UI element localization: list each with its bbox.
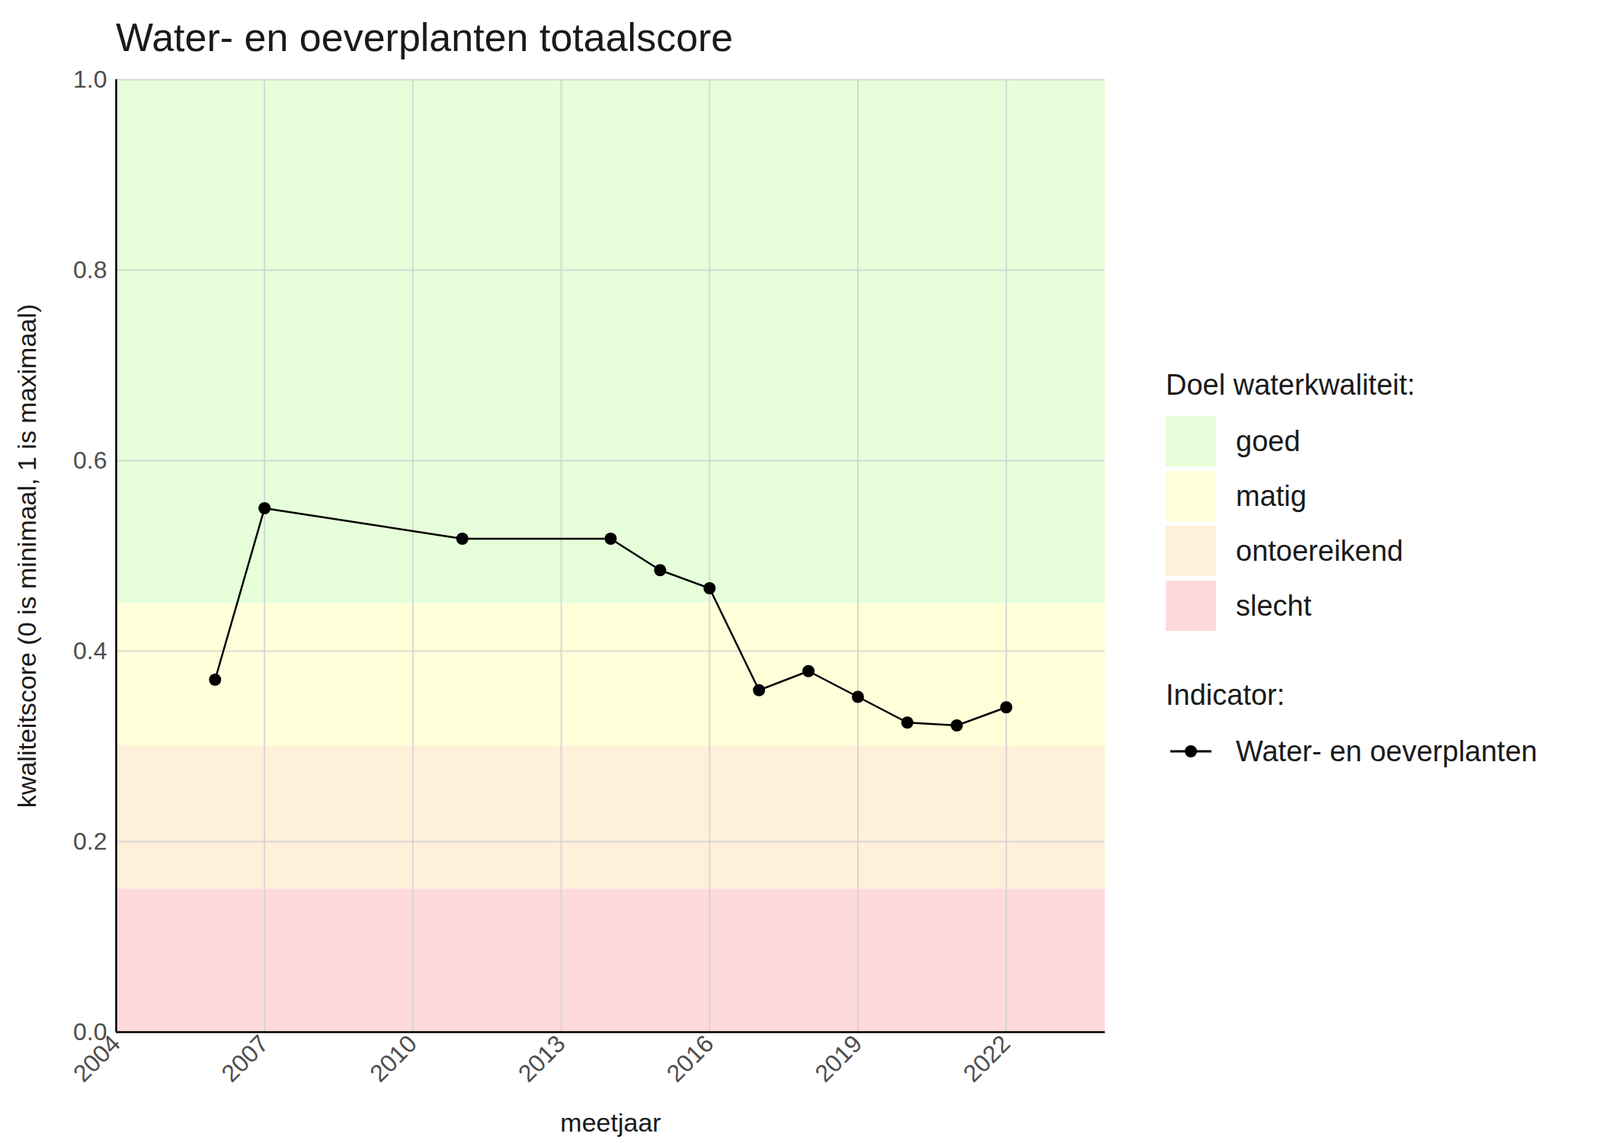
svg-text:kwaliteitscore (0 is minimaal,: kwaliteitscore (0 is minimaal, 1 is maxi… [12, 304, 42, 808]
html-text:Indicator:: Indicator: [1165, 678, 1285, 711]
svg-text:meetjaar: meetjaar [560, 1107, 661, 1137]
html-text:slecht: slecht [1235, 589, 1312, 622]
svg-text:0.4: 0.4 [73, 636, 107, 665]
svg-text:2019: 2019 [809, 1029, 868, 1088]
svg-text:0.0: 0.0 [73, 1017, 108, 1046]
html-text:matig: matig [1235, 479, 1307, 512]
svg-text:2016: 2016 [661, 1029, 720, 1088]
svg-text:2010: 2010 [364, 1029, 423, 1088]
html-text:Water- en oeverplanten totaals: Water- en oeverplanten totaalscore [115, 15, 734, 60]
svg-text:2013: 2013 [512, 1029, 571, 1088]
svg-text:1.0: 1.0 [73, 65, 107, 93]
html-text:Doel waterkwaliteit:: Doel waterkwaliteit: [1165, 368, 1416, 401]
html-text:Water- en oeverplanten: Water- en oeverplanten [1235, 734, 1538, 767]
svg-text:2004: 2004 [67, 1029, 126, 1088]
html-text:goed: goed [1235, 424, 1301, 457]
svg-text:2007: 2007 [216, 1029, 275, 1088]
svg-text:0.6: 0.6 [73, 446, 107, 474]
svg-text:2022: 2022 [957, 1029, 1016, 1088]
html-text:ontoereikend: ontoereikend [1235, 534, 1404, 567]
svg-text:0.2: 0.2 [73, 827, 107, 855]
svg-text:0.8: 0.8 [73, 256, 107, 284]
